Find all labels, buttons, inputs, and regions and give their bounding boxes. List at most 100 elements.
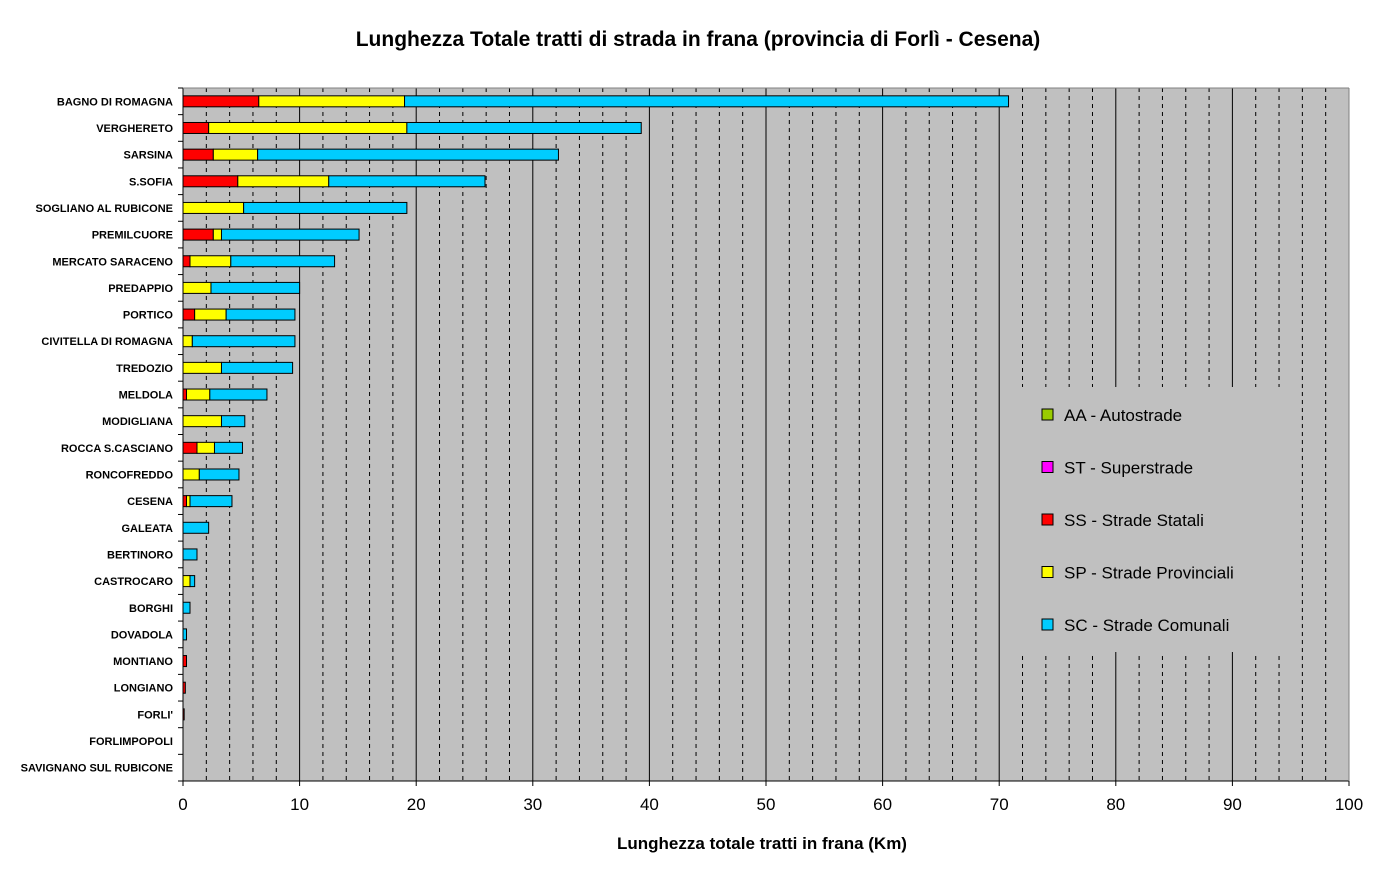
grid-lines — [205, 88, 1327, 781]
legend-label: SC - Strade Comunali — [1064, 616, 1229, 635]
bar-segment — [182, 548, 198, 561]
bar-segment — [328, 175, 486, 188]
bar-segment — [182, 628, 187, 641]
category-label: BAGNO DI ROMAGNA — [57, 96, 173, 108]
bar-segment — [194, 308, 227, 321]
bar-segment — [196, 441, 215, 454]
bar-segment — [182, 601, 191, 614]
category-label: SOGLIANO AL RUBICONE — [35, 203, 173, 215]
x-tick-label: 80 — [1106, 795, 1125, 814]
bar-segment — [225, 308, 296, 321]
bar-segment — [208, 121, 408, 134]
category-label: MERCATO SARACENO — [52, 256, 173, 268]
axes — [178, 87, 1350, 786]
bar-segment — [182, 308, 196, 321]
legend-label: SP - Strade Provinciali — [1064, 564, 1234, 583]
bar-segment — [182, 281, 212, 294]
bar-segment — [212, 148, 259, 161]
category-label: CIVITELLA DI ROMAGNA — [41, 336, 173, 348]
x-tick-label: 20 — [407, 795, 426, 814]
x-tick-label: 0 — [178, 795, 187, 814]
bar-segment — [404, 95, 1010, 108]
category-label: CESENA — [127, 496, 173, 508]
category-label: PREMILCUORE — [92, 230, 173, 242]
category-label: VERGHERETO — [96, 123, 173, 135]
bar-segment — [182, 201, 245, 214]
bar-segment — [182, 495, 187, 508]
bar-segment — [182, 441, 198, 454]
x-axis-title: Lunghezza totale tratti in frana (Km) — [617, 834, 907, 853]
x-tick-label: 50 — [757, 795, 776, 814]
bar-segment — [182, 655, 187, 668]
legend-swatch — [1041, 408, 1054, 421]
category-label: SARSINA — [123, 150, 173, 162]
bar-segment — [182, 121, 210, 134]
x-tick-label: 40 — [640, 795, 659, 814]
category-label: DOVADOLA — [111, 629, 173, 641]
bar-segment — [182, 521, 210, 534]
bars — [182, 95, 1010, 721]
bar-segment — [243, 201, 408, 214]
bar-segment — [220, 415, 246, 428]
legend-swatch — [1041, 618, 1054, 631]
category-label: CASTROCARO — [94, 576, 173, 588]
legend-label: ST - Superstrade — [1064, 459, 1193, 478]
bar-segment — [191, 335, 296, 348]
bar-segment — [185, 388, 211, 401]
category-labels: BAGNO DI ROMAGNA VERGHERETO SARSINA S.SOFIA… — [21, 96, 174, 774]
category-label: BERTINORO — [107, 549, 173, 561]
bar-segment — [182, 575, 191, 588]
category-label: ROCCA S.CASCIANO — [61, 443, 173, 455]
x-tick-label: 70 — [990, 795, 1009, 814]
bar-segment — [230, 255, 336, 268]
category-label: FORLIMPOPOLI — [89, 736, 173, 748]
bar-segment — [213, 441, 243, 454]
legend-label: SS - Strade Statali — [1064, 511, 1204, 530]
category-label: GALEATA — [121, 523, 173, 535]
bar-segment — [189, 255, 232, 268]
bar-segment — [257, 148, 559, 161]
category-label: TREDOZIO — [116, 363, 173, 375]
bar-segment — [189, 495, 233, 508]
category-label: SAVIGNANO SUL RUBICONE — [21, 763, 173, 775]
category-label: FORLI' — [137, 709, 173, 721]
bar-segment — [182, 388, 187, 401]
x-tick-labels: 0 10 20 30 40 50 60 70 80 90 100 — [178, 795, 1363, 814]
category-label: MONTIANO — [113, 656, 173, 668]
category-label: S.SOFIA — [129, 176, 173, 188]
legend: AA - Autostrade ST - Superstrade SS - Stra… — [1021, 387, 1300, 652]
legend-label: AA - Autostrade — [1064, 406, 1182, 425]
bar-segment — [210, 281, 301, 294]
x-tick-label: 90 — [1223, 795, 1242, 814]
bar-segment — [182, 468, 200, 481]
bar-segment — [185, 495, 191, 508]
bar-segment — [258, 95, 406, 108]
bar-segment — [406, 121, 642, 134]
bar-segment — [182, 361, 222, 374]
legend-swatch — [1041, 461, 1054, 473]
bar-segment — [182, 95, 260, 108]
x-tick-label: 10 — [290, 795, 309, 814]
bar-segment — [182, 255, 191, 268]
category-label: BORGHI — [129, 603, 173, 615]
bar-segment — [220, 361, 294, 374]
category-label: RONCOFREDDO — [86, 469, 174, 481]
legend-swatch — [1041, 566, 1054, 578]
legend-swatch — [1041, 513, 1054, 526]
bar-segment — [182, 335, 193, 348]
bar-segment — [198, 468, 240, 481]
category-label: PREDAPPIO — [108, 283, 173, 295]
category-label: MELDOLA — [119, 390, 173, 402]
legend-box — [1021, 387, 1300, 652]
bar-segment — [182, 175, 239, 188]
bar-segment — [220, 228, 360, 241]
category-label: PORTICO — [123, 310, 174, 322]
x-tick-label: 60 — [873, 795, 892, 814]
x-tick-label: 30 — [523, 795, 542, 814]
bar-segment — [209, 388, 268, 401]
category-label: MODIGLIANA — [102, 416, 173, 428]
category-label: LONGIANO — [114, 683, 174, 695]
chart-title: Lunghezza Totale tratti di strada in fra… — [355, 28, 1041, 51]
bar-segment — [182, 148, 214, 161]
